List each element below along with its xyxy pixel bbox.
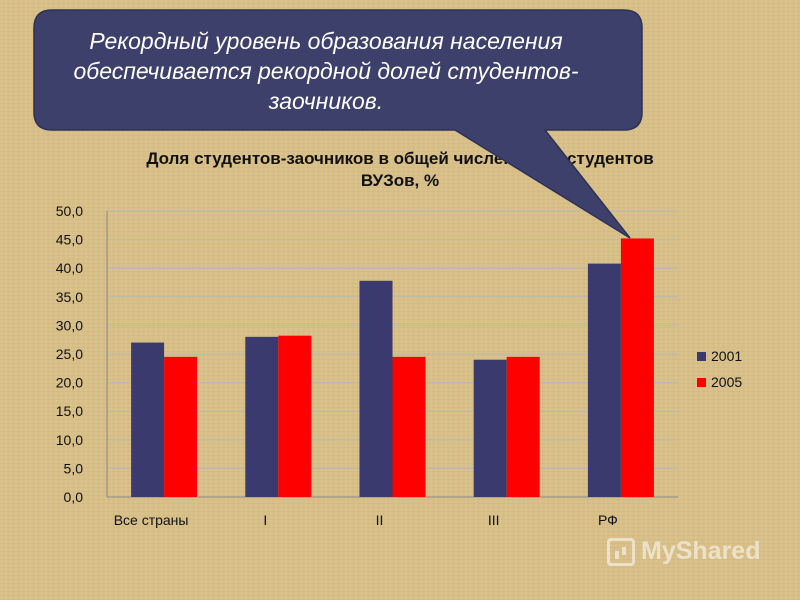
y-tick-label: 0,0 — [64, 489, 84, 505]
y-tick-label: 5,0 — [64, 460, 84, 476]
bar-2001-3 — [473, 359, 507, 497]
chart-bars — [131, 238, 654, 497]
y-tick-label: 45,0 — [56, 232, 83, 248]
bar-2005-2 — [392, 356, 426, 497]
bar-2001-1 — [245, 336, 279, 497]
x-tick-label: III — [488, 512, 500, 528]
watermark-text: MyShared — [641, 537, 761, 565]
y-tick-labels: 0,0 5,0 10,0 15,0 20,0 25,0 30,0 35,0 40,0 45,0 50… — [56, 203, 83, 505]
legend-label-2001: 2001 — [711, 348, 743, 364]
y-tick-label: 35,0 — [56, 289, 83, 305]
chart-title: Доля студентов-заочников в общей численн… — [146, 149, 654, 190]
y-tick-label: 40,0 — [56, 260, 83, 276]
bar-2005-1 — [278, 335, 312, 497]
x-tick-label: Все страны — [114, 512, 189, 528]
bar-2001-4 — [587, 263, 621, 497]
bar-2005-3 — [506, 356, 540, 497]
legend-swatch-2005 — [697, 377, 706, 387]
legend-item-2005: 2005 — [697, 369, 742, 395]
callout-text: Рекордный уровень образования населения … — [73, 28, 579, 114]
y-tick-label: 50,0 — [56, 203, 83, 219]
legend-swatch-2001 — [697, 351, 706, 361]
y-tick-label: 15,0 — [56, 403, 83, 419]
x-tick-labels: Все страны I II III РФ — [114, 512, 618, 528]
legend-item-2001: 2001 — [697, 343, 742, 369]
watermark: MyShared — [607, 537, 760, 566]
y-tick-label: 20,0 — [56, 375, 83, 391]
y-tick-label: 10,0 — [56, 432, 83, 448]
y-tick-label: 25,0 — [56, 346, 83, 362]
watermark-logo-icon — [607, 537, 635, 566]
bar-2001-2 — [359, 280, 393, 497]
bar-2005-4 — [620, 238, 654, 497]
x-tick-label: I — [263, 512, 267, 528]
x-tick-label: РФ — [598, 512, 618, 528]
legend-label-2005: 2005 — [711, 374, 743, 390]
y-tick-label: 30,0 — [56, 317, 83, 333]
bar-2005-0 — [164, 356, 198, 497]
bar-2001-0 — [131, 342, 165, 497]
x-tick-label: II — [376, 512, 384, 528]
chart-legend: 2001 2005 — [697, 343, 742, 395]
